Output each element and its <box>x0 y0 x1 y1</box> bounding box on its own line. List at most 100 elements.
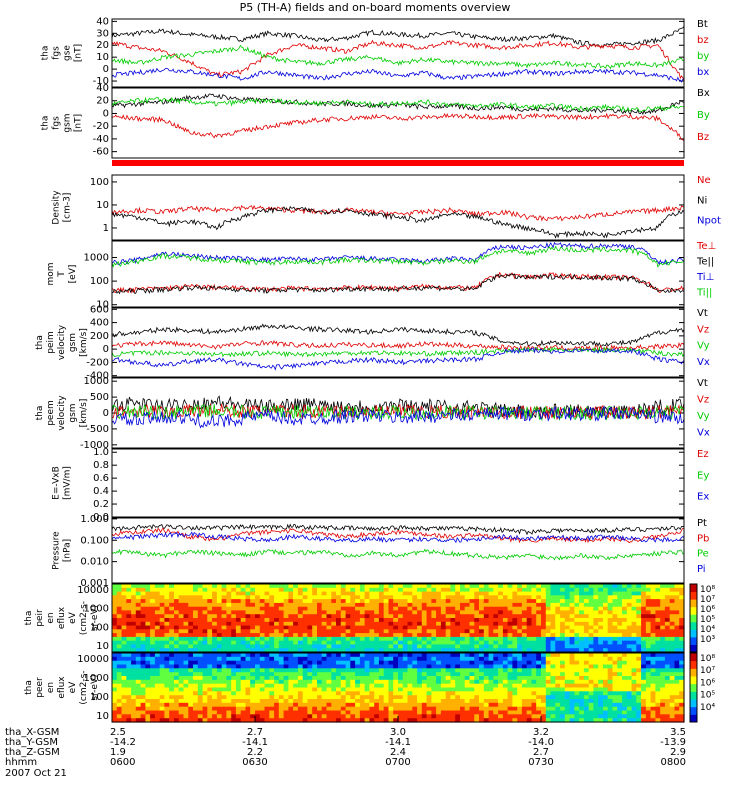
panel-temperature: mom T [eV] 1000 100 10 Te⊥ Te|| Ti⊥ Ti|| <box>46 240 716 311</box>
y-tick-label: 100 <box>90 177 109 188</box>
x-tick-hhmm: 0600 <box>110 757 135 768</box>
x-tick-y-gsm: -14.1 <box>385 737 411 748</box>
legend-entry: Vy <box>697 341 710 352</box>
colorbar-tick-label: 10³ <box>700 635 715 645</box>
panel-peer_spectrogram: tha peer en eflux eV (cm2-s-sr-eV) 10000 1000 10… <box>24 652 715 723</box>
series-line-Ni <box>111 205 685 239</box>
panel-efield: E=-VxB [mV/m] 1.0 0.8 0.6 0.4 0.2 0.0 Ez Ey Ex <box>52 447 710 523</box>
series-line-Te|| <box>111 273 685 295</box>
y-tick-label: 200 <box>90 331 109 342</box>
y-tick-label: 500 <box>90 392 109 403</box>
legend-entry: bz <box>697 35 709 46</box>
panel-ylabel: en <box>46 612 56 623</box>
y-tick-label: -400 <box>86 371 109 382</box>
x-tick-z-gsm: 2.9 <box>670 747 686 758</box>
panel-ylabel: [nT] <box>74 44 84 62</box>
colorbar-tick-label: 10⁴ <box>700 625 715 635</box>
legend-entry: Ez <box>697 449 709 460</box>
series-line-By <box>111 96 685 113</box>
x-tick-y-gsm: -14.0 <box>528 737 554 748</box>
colorbar-tick-label: 10⁷ <box>700 666 715 676</box>
panel-peim_velocity: tha peim velocity gsm [km/s] 600 400 200 0 -200 -4… <box>35 304 710 381</box>
series-line-Vy <box>111 404 685 422</box>
panel-ylabel: velocity <box>57 395 67 431</box>
y-tick-label: 0.6 <box>93 473 109 484</box>
series-line-Vx <box>111 405 685 429</box>
panel-ylabel: peer <box>35 677 45 698</box>
panel-ylabel: peir <box>35 609 45 627</box>
panel-frame <box>111 240 685 308</box>
y-tick-label: 1.0 <box>93 447 109 458</box>
colorbar-tick-label: 10⁸ <box>700 654 715 664</box>
legend-entry: by <box>697 51 709 62</box>
y-tick-label: 0 <box>103 64 109 75</box>
y-tick-label: 40 <box>96 16 109 27</box>
colorbar-tick-label: 10⁵ <box>700 615 715 625</box>
x-tick-z-gsm: 2.7 <box>533 747 549 758</box>
x-tick-hhmm: 0630 <box>242 757 267 768</box>
y-tick-label: 0.8 <box>93 460 109 471</box>
legend-entry: Ex <box>697 492 709 503</box>
y-tick-label: 0 <box>103 108 109 119</box>
y-tick-label: 10 <box>96 200 109 211</box>
panel-fgs_gsm: tha fgs gsm [nT] 40 200 -20 -40 -60 Bx By Bz <box>41 83 710 159</box>
y-tick-label: 0 <box>103 408 109 419</box>
panel-ylabel: eV <box>68 681 78 694</box>
panel-ylabel: Density <box>52 190 62 225</box>
y-tick-label: 100 <box>90 276 109 287</box>
panel-ylabel: [km/s] <box>79 328 89 357</box>
panel-peir_spectrogram: tha peir en eflux eV (cm2-s-sr-eV) 10000 1000 10… <box>24 583 715 653</box>
panel-frame <box>111 448 685 518</box>
panel-pressure: Pressure [nPa] 1.000 0.100 0.010 0.001 Pt Pb Pe P… <box>52 514 710 589</box>
y-tick-label: -200 <box>86 357 109 368</box>
legend-entry: Pe <box>697 549 709 560</box>
colorbar-tick-label: 10⁷ <box>700 595 715 605</box>
legend-entry: Bx <box>697 88 710 99</box>
series-line-Vz <box>111 339 685 352</box>
series-line-Vt <box>111 395 685 419</box>
panel-ylabel: tha <box>24 611 34 626</box>
panel-ylabel: T <box>57 271 67 278</box>
legend-entry: Pi <box>697 564 706 575</box>
panel-peem_velocity: tha peem velocity gsm [km/s] 1000 500 0 -500 -100… <box>35 376 710 451</box>
legend-entry: Vz <box>697 324 709 335</box>
panel-ylabel: gsm <box>68 403 78 422</box>
x-row-label: tha_Z-GSM <box>5 747 60 758</box>
x-tick-x-gsm: 3.5 <box>670 727 686 738</box>
spectrogram-cells <box>112 653 685 723</box>
y-tick-label: 1.000 <box>80 514 109 525</box>
panel-frame <box>111 174 685 241</box>
series-line-Pi <box>111 531 685 544</box>
panel-ylabel: fgs <box>52 116 62 130</box>
panel-ylabel: (cm2-s- <box>79 601 89 635</box>
x-row-label: tha_Y-GSM <box>5 737 58 748</box>
panel-ylabel: eV <box>68 611 78 624</box>
y-tick-label: 1 <box>103 223 109 234</box>
colorbar-tick-label: 10⁵ <box>700 691 715 701</box>
y-tick-label: 0 <box>103 344 109 355</box>
x-row-label: tha_X-GSM <box>5 727 59 738</box>
panel-frame <box>111 517 685 584</box>
x-tick-z-gsm: 2.2 <box>247 747 263 758</box>
panel-frame <box>111 18 685 88</box>
legend-entry: Vx <box>697 428 710 439</box>
series-line-by <box>111 44 685 70</box>
legend-entry: Vz <box>697 395 709 406</box>
y-tick-label: 10 <box>96 300 109 311</box>
legend-entry: Ey <box>697 470 709 481</box>
panel-frame <box>111 307 685 378</box>
legend-entry: Te⊥ <box>696 241 716 252</box>
legend-entry: Ni <box>697 195 707 206</box>
panel-ylabel: tha <box>24 680 34 695</box>
panel-ylabel: peem <box>46 400 56 426</box>
colorbar-tick-label: 10⁶ <box>700 605 715 615</box>
y-tick-label: 1000 <box>84 253 109 264</box>
legend-entry: Pt <box>697 518 707 529</box>
panel-ylabel: tha <box>35 335 45 350</box>
panel-ylabel: [nT] <box>74 114 84 132</box>
y-tick-label: 400 <box>90 318 109 329</box>
x-tick-hhmm: 0700 <box>385 757 410 768</box>
page-title: P5 (TH-A) fields and on-board moments ov… <box>239 1 511 14</box>
x-tick-y-gsm: -14.2 <box>110 737 136 748</box>
panel-ylabel: gsm <box>68 333 78 352</box>
